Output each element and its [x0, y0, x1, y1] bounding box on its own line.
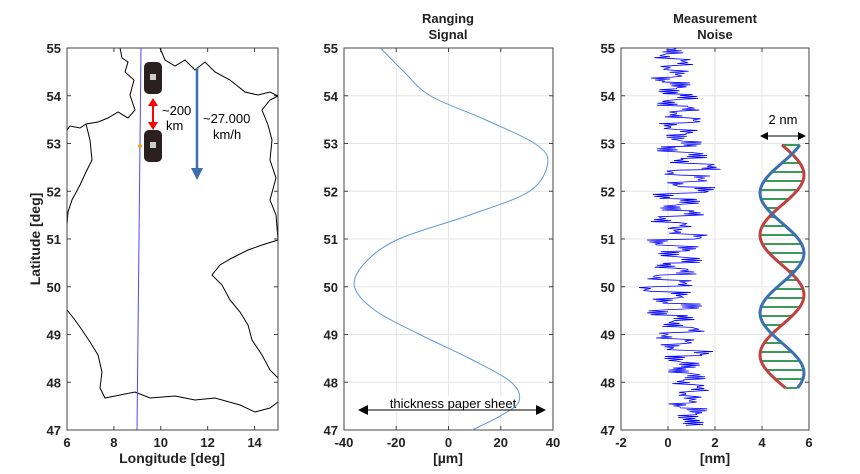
- chart-title-line-1: Ranging: [422, 11, 474, 26]
- y-tick-label: 54: [47, 89, 62, 104]
- x-axis-label: Longitude [deg]: [119, 450, 225, 466]
- x-tick-label: 14: [247, 435, 262, 450]
- y-tick-label: 52: [324, 184, 338, 199]
- dna-helix-image: [758, 143, 806, 390]
- y-tick-label: 49: [47, 328, 61, 343]
- y-tick-label: 48: [324, 375, 338, 390]
- annotation-bg: [380, 396, 520, 412]
- axes-frame: [66, 47, 279, 431]
- y-tick-label: 47: [47, 423, 61, 438]
- x-tick-label: 8: [110, 435, 117, 450]
- germany-outline: [66, 47, 279, 413]
- axes-frame: [620, 47, 810, 431]
- x-tick-label: 10: [154, 435, 168, 450]
- y-tick-label: 51: [324, 232, 338, 247]
- y-tick-label: 54: [601, 89, 616, 104]
- y-tick-label: 49: [324, 328, 338, 343]
- x-tick-label: -40: [335, 435, 354, 450]
- paper-thickness-label: thickness paper sheet: [390, 396, 517, 411]
- speed-unit: km/h: [213, 127, 241, 142]
- chart-title-line-2: Noise: [697, 27, 732, 42]
- y-tick-label: 51: [601, 232, 615, 247]
- x-tick-label: 2: [711, 435, 718, 450]
- x-tick-label: 4: [758, 435, 766, 450]
- satellite-1-detail: [150, 74, 156, 80]
- dna-width-label: 2 nm: [769, 112, 798, 127]
- y-tick-label: 53: [324, 137, 338, 152]
- map-panel: 6 8 10 12 14 47 48 49 50 51 52 53 54 55 ~200 km ~27.0…: [27, 41, 279, 466]
- ground-point-marker: [138, 144, 142, 148]
- dna-strand-2: [758, 144, 806, 389]
- axes-frame: [343, 47, 554, 431]
- ranging-signal-panel: -40 -20 0 20 40 47 48 49 50 51 52 53 54 55 Ranging Si…: [324, 11, 561, 466]
- x-tick-label: 0: [445, 435, 452, 450]
- dna-strand-1: [758, 143, 806, 390]
- x-tick-label: 6: [63, 435, 70, 450]
- noise-line: [638, 47, 721, 426]
- x-tick-label: 40: [546, 435, 560, 450]
- separation-value: ~200: [162, 103, 191, 118]
- x-tick-label: 0: [664, 435, 671, 450]
- y-tick-label: 55: [47, 41, 61, 56]
- y-tick-label: 52: [47, 184, 61, 199]
- y-tick-label: 50: [47, 280, 61, 295]
- x-tick-label: 6: [805, 435, 812, 450]
- y-tick-label: 48: [47, 375, 61, 390]
- chart-title-line-1: Measurement: [673, 11, 757, 26]
- speed-value: ~27.000: [203, 111, 250, 126]
- y-tick-label: 47: [324, 423, 338, 438]
- ranging-signal-line: [353, 47, 549, 431]
- y-tick-label: 54: [324, 89, 339, 104]
- x-axis-label: [µm]: [433, 450, 463, 466]
- y-axis-label: Latitude [deg]: [27, 193, 43, 286]
- separation-arrowheads: [148, 98, 158, 130]
- y-tick-label: 53: [47, 137, 61, 152]
- y-tick-label: 55: [601, 41, 615, 56]
- y-tick-label: 47: [601, 423, 615, 438]
- satellite-2-detail: [150, 142, 156, 148]
- y-tick-label: 52: [601, 184, 615, 199]
- y-tick-label: 49: [601, 328, 615, 343]
- y-tick-label: 50: [601, 280, 615, 295]
- y-tick-label: 50: [324, 280, 338, 295]
- x-tick-label: 20: [494, 435, 508, 450]
- y-tick-label: 55: [324, 41, 338, 56]
- chart-title-line-2: Signal: [428, 27, 467, 42]
- x-tick-label: 12: [200, 435, 214, 450]
- x-tick-label: -2: [615, 435, 627, 450]
- x-tick-label: -20: [387, 435, 406, 450]
- x-axis-label: [nm]: [700, 450, 730, 466]
- speed-arrowhead: [191, 168, 203, 180]
- y-tick-label: 48: [601, 375, 615, 390]
- y-tick-label: 51: [47, 232, 61, 247]
- separation-unit: km: [166, 118, 183, 133]
- y-tick-label: 53: [601, 137, 615, 152]
- ground-track-line: [136, 47, 142, 431]
